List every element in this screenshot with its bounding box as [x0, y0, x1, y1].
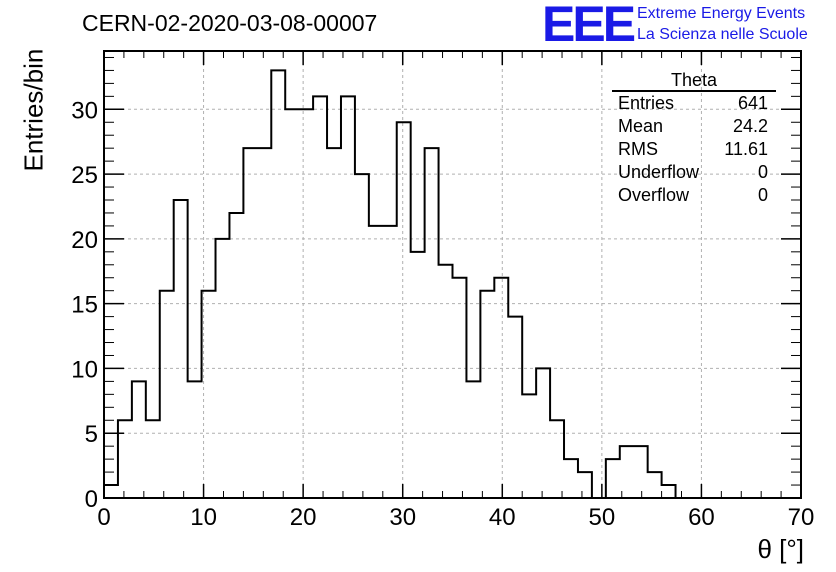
x-tick-labels: 0 10 20 30 40 50 60 70: [97, 504, 814, 531]
x-tick-label: 50: [589, 504, 616, 531]
eee-logo: EEE: [542, 0, 636, 52]
stats-value: 0: [757, 185, 768, 205]
logo-line-2: La Scienza nelle Scuole: [637, 26, 808, 43]
stats-label: Entries: [618, 93, 675, 113]
x-tick-label: 20: [290, 504, 317, 531]
stats-row: Overflow 0: [612, 184, 776, 207]
logo-line-1: Extreme Energy Events: [637, 5, 806, 22]
x-axis-label: θ [°]: [757, 534, 804, 564]
x-tick-label: 70: [788, 504, 815, 531]
stats-value: 0: [757, 162, 768, 182]
y-tick-label: 10: [71, 356, 98, 383]
stats-label: Overflow: [618, 185, 690, 205]
stats-row: Entries 641: [612, 92, 776, 115]
page-title: CERN-02-2020-03-08-00007: [82, 10, 378, 36]
stats-value: 11.61: [724, 139, 768, 159]
stats-label: Underflow: [618, 162, 700, 182]
histogram-step-line: [104, 69, 801, 499]
stats-row: RMS 11.61: [612, 138, 776, 161]
x-tick-label: 30: [389, 504, 416, 531]
y-tick-label: 5: [85, 421, 98, 448]
y-tick-label: 30: [71, 97, 98, 124]
stats-box: Theta Entries 641 Mean 24.2 RMS 11.61 Under…: [612, 70, 776, 207]
x-tick-label: 10: [190, 504, 217, 531]
y-axis-label: Entries/bin: [18, 48, 49, 172]
x-tick-label: 60: [688, 504, 715, 531]
plot-frame: [103, 50, 802, 499]
stats-value: 641: [737, 93, 768, 113]
stats-label: RMS: [618, 139, 658, 159]
stats-row: Mean 24.2: [612, 115, 776, 138]
y-tick-label: 0: [85, 486, 98, 513]
stats-label: Mean: [618, 116, 664, 136]
x-tick-label: 0: [97, 504, 110, 531]
y-tick-label: 25: [71, 162, 98, 189]
y-tick-labels: 0 5 10 15 20 25 30: [71, 97, 98, 513]
grid-lines: [104, 51, 801, 498]
stats-title: Theta: [612, 70, 776, 92]
x-tick-label: 40: [489, 504, 516, 531]
stats-value: 24.2: [732, 116, 768, 136]
y-tick-label: 20: [71, 227, 98, 254]
logo-caption: Extreme Energy Events La Scienza nelle S…: [637, 3, 808, 45]
y-tick-label: 15: [71, 292, 98, 319]
stats-row: Underflow 0: [612, 161, 776, 184]
